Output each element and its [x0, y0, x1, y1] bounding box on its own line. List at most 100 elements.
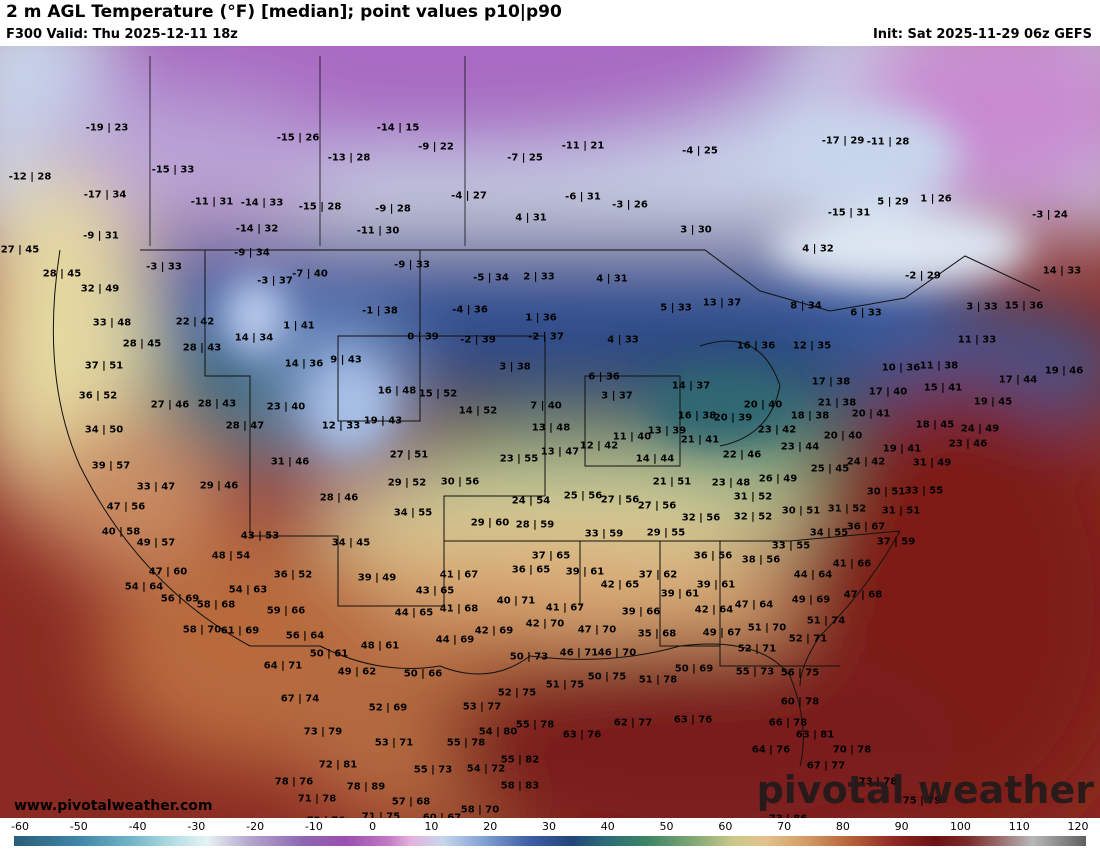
colorbar-tick-label: 30	[542, 820, 556, 833]
point-value-label: 46 | 71	[559, 647, 599, 659]
point-value-label: 4 | 31	[515, 212, 547, 224]
point-value-label: 71 | 78	[297, 793, 337, 805]
point-value-label: 36 | 65	[511, 564, 551, 576]
point-value-label: 51 | 74	[806, 615, 846, 627]
point-value-label: 44 | 64	[793, 569, 833, 581]
point-value-label: 43 | 65	[415, 585, 455, 597]
colorbar-tick-label: -20	[246, 820, 265, 833]
point-value-label: 17 | 38	[811, 376, 851, 388]
point-value-label: 51 | 70	[747, 622, 787, 634]
point-value-label: 13 | 37	[702, 297, 742, 309]
point-value-label: 78 | 76	[274, 776, 314, 788]
colorbar-tick-label: -30	[187, 820, 206, 833]
point-value-label: 37 | 62	[638, 569, 678, 581]
colorbar-tick-label: 80	[835, 820, 850, 833]
point-value-label: 2 | 33	[523, 271, 555, 283]
colorbar-tick-label: 120	[1067, 820, 1089, 833]
point-value-label: 42 | 70	[525, 618, 565, 630]
point-value-label: -12 | 28	[8, 171, 52, 183]
point-value-label: 24 | 42	[846, 456, 886, 468]
point-value-label: 23 | 40	[266, 401, 306, 413]
point-value-label: 29 | 60	[470, 517, 510, 529]
point-value-label: 55 | 78	[515, 719, 555, 731]
colorbar-tick-label: -10	[304, 820, 323, 833]
colorbar-ticks: -60 -50 -40 -30 -20 -10 0 10 20 30 40 50 60 70 80 90 100…	[0, 818, 1100, 834]
point-value-label: 49 | 62	[337, 666, 377, 678]
point-value-label: -11 | 31	[190, 196, 234, 208]
point-value-label: 46 | 70	[597, 647, 637, 659]
point-value-label: 34 | 50	[84, 424, 124, 436]
point-value-label: -15 | 28	[298, 201, 342, 213]
point-value-label: 18 | 45	[915, 419, 955, 431]
point-value-label: 1 | 36	[525, 312, 557, 324]
point-value-label: 44 | 69	[435, 634, 475, 646]
point-value-label: -2 | 39	[460, 334, 496, 346]
point-value-label: 3 | 30	[680, 224, 712, 236]
point-value-label: 15 | 41	[923, 382, 963, 394]
point-value-label: 11 | 33	[957, 334, 997, 346]
point-value-label: 27 | 56	[600, 494, 640, 506]
point-value-label: 56 | 64	[285, 630, 325, 642]
point-value-label: 12 | 42	[579, 440, 619, 452]
point-value-label: 16 | 38	[677, 410, 717, 422]
point-value-label: 14 | 34	[234, 332, 274, 344]
point-value-label: -14 | 33	[240, 197, 284, 209]
colorbar-tick-label: 20	[483, 820, 498, 833]
point-value-label: 14 | 52	[458, 405, 498, 417]
point-value-label: 51 | 75	[545, 679, 585, 691]
point-value-label: -11 | 30	[356, 225, 400, 237]
point-value-label: -5 | 34	[473, 272, 509, 284]
point-value-label: 31 | 46	[270, 456, 310, 468]
point-value-label: 54 | 63	[228, 584, 268, 596]
point-value-label: 31 | 51	[881, 505, 921, 517]
point-value-label: -6 | 31	[565, 191, 601, 203]
point-value-label: 41 | 67	[439, 569, 479, 581]
point-value-label: 44 | 65	[394, 607, 434, 619]
point-value-label: 14 | 36	[284, 358, 324, 370]
point-value-label: 11 | 38	[919, 360, 959, 372]
point-value-label: 50 | 66	[403, 668, 443, 680]
temperature-map[interactable]: -19 | 23 -14 | 15 -15 | 26 -9 | 22 -11 | 21 -…	[0, 46, 1100, 818]
point-value-label: 48 | 61	[360, 640, 400, 652]
point-value-label: 4 | 32	[802, 243, 834, 255]
point-value-label: 23 | 44	[780, 441, 820, 453]
point-value-label: 54 | 72	[466, 763, 506, 775]
point-value-label: 55 | 78	[446, 737, 486, 749]
point-value-label: 33 | 48	[92, 317, 132, 329]
point-value-label: 19 | 45	[973, 396, 1013, 408]
website-url[interactable]: www.pivotalweather.com	[14, 798, 213, 814]
point-value-label: 9 | 43	[330, 354, 362, 366]
point-value-label: 25 | 56	[563, 490, 603, 502]
point-value-label: 25 | 45	[810, 463, 850, 475]
point-value-label: 47 | 60	[148, 566, 188, 578]
point-value-label: 23 | 42	[757, 424, 797, 436]
point-value-label: 75 | 79	[902, 795, 942, 807]
point-value-label: 20 | 40	[743, 399, 783, 411]
point-value-label: 18 | 38	[790, 410, 830, 422]
point-value-label: 28 | 46	[319, 492, 359, 504]
point-value-label: 36 | 56	[693, 550, 733, 562]
colorbar-gradient	[14, 836, 1086, 846]
point-value-label: 60 | 78	[780, 696, 820, 708]
point-value-label: 20 | 39	[713, 412, 753, 424]
point-value-label: 19 | 46	[1044, 365, 1084, 377]
point-value-label: 64 | 76	[751, 744, 791, 756]
point-value-label: 56 | 69	[160, 593, 200, 605]
header: 2 m AGL Temperature (°F) [median]; point…	[0, 0, 1100, 46]
point-value-label: 58 | 70	[460, 804, 500, 816]
point-value-label: 63 | 81	[795, 729, 835, 741]
point-value-label: 24 | 49	[960, 423, 1000, 435]
point-value-label: 39 | 57	[91, 460, 131, 472]
colorbar-tick-label: -60	[11, 820, 29, 833]
point-value-label: 49 | 57	[136, 537, 176, 549]
point-value-label: -19 | 23	[85, 122, 129, 134]
point-value-label: 28 | 47	[225, 420, 265, 432]
point-value-label: 19 | 41	[882, 443, 922, 455]
point-value-label: 29 | 55	[646, 527, 686, 539]
point-value-label: 47 | 56	[106, 501, 146, 513]
point-value-label: 28 | 43	[197, 398, 237, 410]
point-value-label: -2 | 37	[528, 331, 564, 343]
point-value-label: 42 | 65	[600, 579, 640, 591]
point-value-label: 42 | 69	[474, 625, 514, 637]
point-value-label: 23 | 55	[499, 453, 539, 465]
